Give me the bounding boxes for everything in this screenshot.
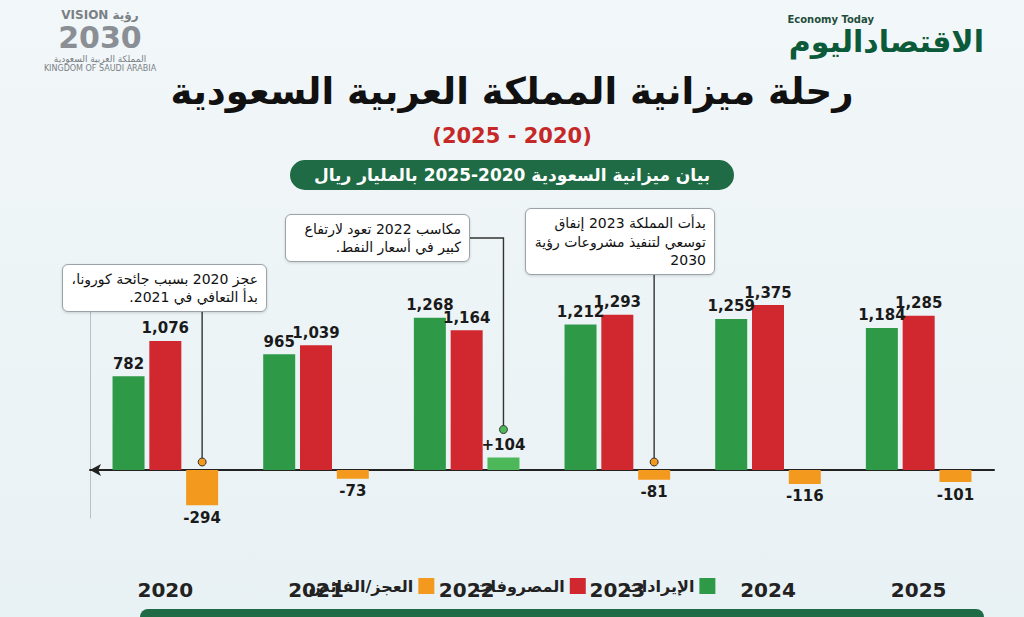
svg-text:1,184: 1,184 xyxy=(858,306,906,325)
svg-text:965: 965 xyxy=(264,333,295,351)
svg-text:-81: -81 xyxy=(641,483,668,501)
html-text:VISION رؤية: VISION رؤية xyxy=(61,8,139,22)
html-text:Economy Today: Economy Today xyxy=(787,14,874,25)
svg-text:العجز/الفائض: العجز/الفائض xyxy=(309,577,414,596)
svg-text:1,164: 1,164 xyxy=(443,309,490,327)
html-text:عجز 2020 بسبب جائحة كورونا، بد: عجز 2020 بسبب جائحة كورونا، بدأ التعافي … xyxy=(71,270,258,305)
html-text:2030: 2030 xyxy=(58,20,142,55)
html-text:الاقتصاداليوم: الاقتصاداليوم xyxy=(788,24,984,59)
svg-text:1,285: 1,285 xyxy=(895,294,942,312)
svg-text:1,375: 1,375 xyxy=(744,284,791,302)
html-text:المملكة العربية السعودية: المملكة العربية السعودية xyxy=(53,54,147,64)
svg-text:2023: 2023 xyxy=(589,578,646,602)
svg-text:-101: -101 xyxy=(937,486,975,504)
svg-text:المصروفات: المصروفات xyxy=(474,577,564,596)
svg-text:782: 782 xyxy=(113,355,144,373)
html-text:مكاسب 2022 تعود لارتفاع كبير ف: مكاسب 2022 تعود لارتفاع كبير في أسعار ال… xyxy=(304,220,461,255)
html-text:بدأت المملكة 2023 إنفاق توسعي: بدأت المملكة 2023 إنفاق توسعي لتنفيذ مشر… xyxy=(534,215,706,268)
svg-text:2020: 2020 xyxy=(137,578,193,602)
svg-text:1,076: 1,076 xyxy=(142,319,189,337)
svg-text:1,039: 1,039 xyxy=(292,324,339,342)
svg-text:2024: 2024 xyxy=(740,578,796,602)
svg-text:2025: 2025 xyxy=(891,578,947,602)
svg-text:-116: -116 xyxy=(786,487,824,505)
svg-text:1,293: 1,293 xyxy=(594,293,641,311)
svg-text:1,259: 1,259 xyxy=(707,297,755,316)
svg-text:2022: 2022 xyxy=(438,578,495,602)
svg-text:1,268: 1,268 xyxy=(406,296,454,315)
svg-text:-73: -73 xyxy=(339,482,366,500)
html-text:رحلة ميزانية المملكة العربية ا: رحلة ميزانية المملكة العربية السعودية xyxy=(170,70,854,113)
svg-text:1,212: 1,212 xyxy=(556,303,605,322)
html-text:KINGDOM OF SAUDI ARABIA: KINGDOM OF SAUDI ARABIA xyxy=(43,64,157,73)
svg-text:الإيرادات: الإيرادات xyxy=(626,577,695,596)
svg-text:+104: +104 xyxy=(482,436,526,454)
svg-text:-294: -294 xyxy=(183,509,221,527)
html-text:(2020 - 2025): (2020 - 2025) xyxy=(432,124,592,148)
html-text:بيان ميزانية السعودية 2020-202: بيان ميزانية السعودية 2020-2025 بالمليار… xyxy=(313,165,711,185)
